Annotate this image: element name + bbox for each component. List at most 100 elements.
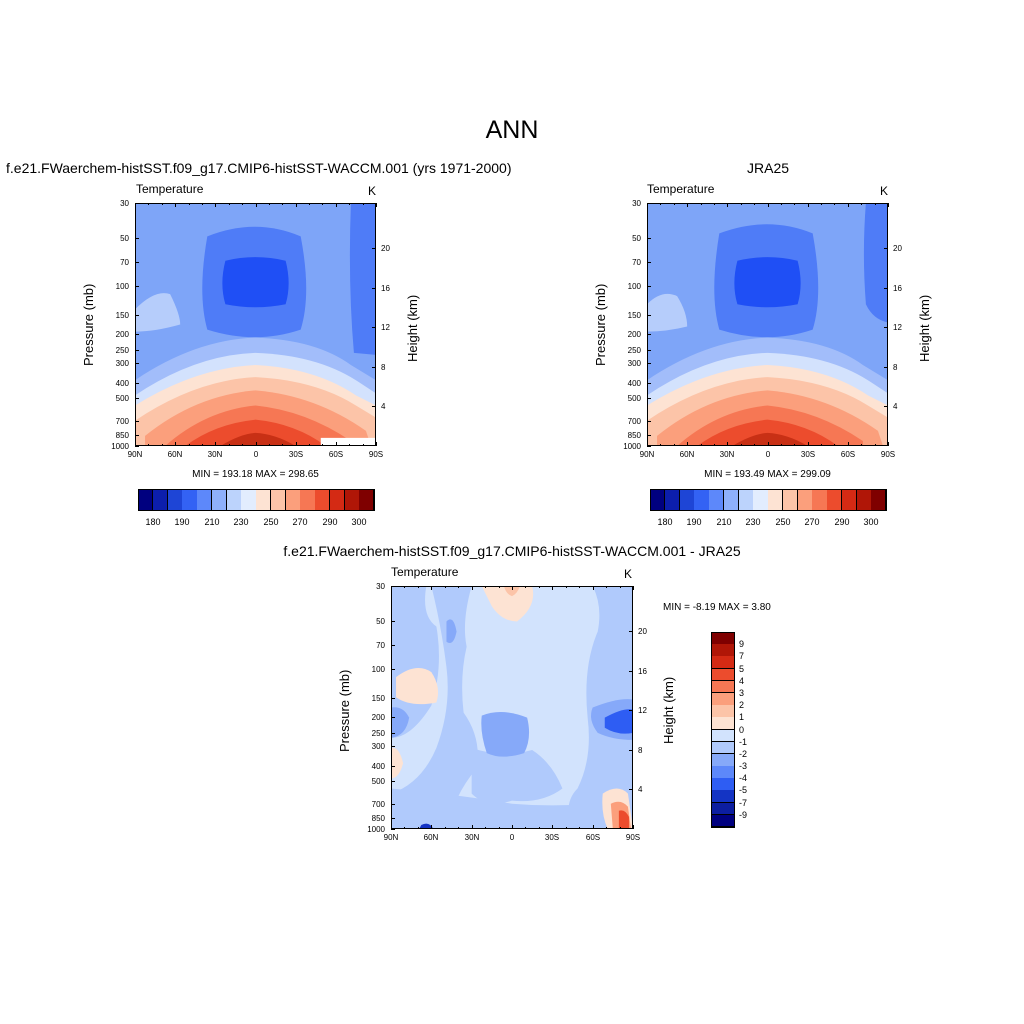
- x-minor-tick-top: [148, 203, 149, 205]
- colorbar-swatch: [152, 489, 168, 511]
- x-minor-tick: [539, 827, 540, 829]
- colorbar-label: 7: [739, 651, 745, 661]
- minmax-obs: MIN = 193.49 MAX = 299.09: [704, 469, 831, 480]
- colorbar-swatch: [782, 489, 798, 511]
- colorbar-swatch: [315, 489, 331, 511]
- x-minor-tick-top: [687, 203, 688, 205]
- x-minor-tick-top: [727, 203, 728, 205]
- pressure-tick-label: 70: [632, 258, 641, 267]
- y2-axis-title-model: Height (km): [405, 294, 420, 362]
- x-minor-tick: [189, 444, 190, 446]
- pressure-tick: [391, 586, 395, 587]
- x-tick-label: 30N: [719, 450, 735, 459]
- colorbar-label: 300: [863, 517, 879, 527]
- pressure-tick: [647, 286, 651, 287]
- variable-label-model: Temperature: [136, 182, 204, 196]
- x-minor-tick: [741, 444, 742, 446]
- pressure-tick-label: 500: [627, 394, 641, 403]
- x-minor-tick-top: [593, 586, 594, 588]
- height-tick-label: 4: [893, 402, 898, 411]
- pressure-tick: [135, 363, 139, 364]
- pressure-tick-label: 1000: [367, 825, 385, 834]
- colorbar-swatch: [711, 814, 735, 828]
- pressure-tick-label: 300: [627, 359, 641, 368]
- units-label-obs: K: [880, 184, 889, 198]
- height-tick-label: 8: [381, 363, 386, 372]
- height-tick-label: 12: [638, 706, 647, 715]
- pressure-tick-label: 250: [115, 346, 129, 355]
- pressure-tick-label: 1000: [623, 442, 641, 451]
- x-tick-top: [431, 586, 432, 590]
- x-tick-top: [135, 203, 136, 207]
- colorbar-swatch: [650, 489, 666, 511]
- x-minor-tick-top: [808, 203, 809, 205]
- x-minor-tick: [875, 444, 876, 446]
- y2-axis-title-obs: Height (km): [917, 294, 932, 362]
- height-tick-label: 8: [638, 746, 643, 755]
- pressure-tick-label: 30: [376, 582, 385, 591]
- colorbar-swatch: [709, 489, 725, 511]
- x-tick-top: [888, 203, 889, 207]
- x-tick-top: [593, 586, 594, 590]
- x-minor-tick: [701, 444, 702, 446]
- x-minor-tick-top: [674, 203, 675, 205]
- pressure-tick-label: 700: [115, 417, 129, 426]
- main-title: ANN: [485, 116, 539, 144]
- colorbar-swatch: [664, 489, 680, 511]
- x-tick-label: 90S: [368, 450, 384, 459]
- x-minor-tick-top: [229, 203, 230, 205]
- x-minor-tick: [566, 827, 567, 829]
- x-tick-top: [727, 203, 728, 207]
- x-minor-tick: [552, 827, 553, 829]
- x-minor-tick: [834, 444, 835, 446]
- pressure-tick-label: 50: [376, 617, 385, 626]
- x-minor-tick: [458, 827, 459, 829]
- contour-plot-diff: [391, 586, 633, 829]
- pressure-tick: [391, 621, 395, 622]
- pressure-tick: [647, 383, 651, 384]
- pressure-tick-label: 100: [371, 665, 385, 674]
- colorbar-swatch: [812, 489, 828, 511]
- pressure-tick: [135, 446, 139, 447]
- colorbar-swatch: [211, 489, 227, 511]
- x-minor-tick: [256, 444, 257, 446]
- pressure-tick: [647, 203, 651, 204]
- x-minor-tick: [363, 444, 364, 446]
- x-tick-top: [296, 203, 297, 207]
- x-tick-label: 60N: [679, 450, 695, 459]
- colorbar-swatch: [797, 489, 813, 511]
- pressure-tick: [647, 435, 651, 436]
- colorbar-frame: [138, 489, 374, 511]
- colorbar-swatch: [270, 489, 286, 511]
- x-tick-label: 60N: [167, 450, 183, 459]
- x-minor-tick: [660, 444, 661, 446]
- pressure-tick-label: 850: [115, 431, 129, 440]
- x-minor-tick: [714, 444, 715, 446]
- colorbar-swatch: [841, 489, 857, 511]
- x-tick-top: [552, 586, 553, 590]
- x-minor-tick-top: [888, 203, 889, 205]
- height-tick: [884, 248, 888, 249]
- pressure-tick-label: 50: [632, 234, 641, 243]
- x-minor-tick-top: [215, 203, 216, 205]
- pressure-tick-label: 400: [371, 762, 385, 771]
- colorbar-swatch: [329, 489, 345, 511]
- colorbar-swatch: [753, 489, 769, 511]
- x-minor-tick-top: [256, 203, 257, 205]
- variable-label-obs: Temperature: [647, 182, 715, 196]
- x-tick-top: [647, 203, 648, 207]
- colorbar-label: 180: [145, 517, 161, 527]
- y-axis-title-obs: Pressure (mb): [593, 283, 608, 366]
- x-minor-tick-top: [647, 203, 648, 205]
- x-minor-tick: [674, 444, 675, 446]
- x-minor-tick-top: [552, 586, 553, 588]
- pressure-tick: [135, 421, 139, 422]
- x-minor-tick-top: [633, 586, 634, 588]
- pressure-tick: [647, 446, 651, 447]
- x-minor-tick: [848, 444, 849, 446]
- x-minor-tick: [593, 827, 594, 829]
- x-minor-tick: [794, 444, 795, 446]
- pressure-tick: [647, 363, 651, 364]
- x-minor-tick-top: [834, 203, 835, 205]
- x-minor-tick: [687, 444, 688, 446]
